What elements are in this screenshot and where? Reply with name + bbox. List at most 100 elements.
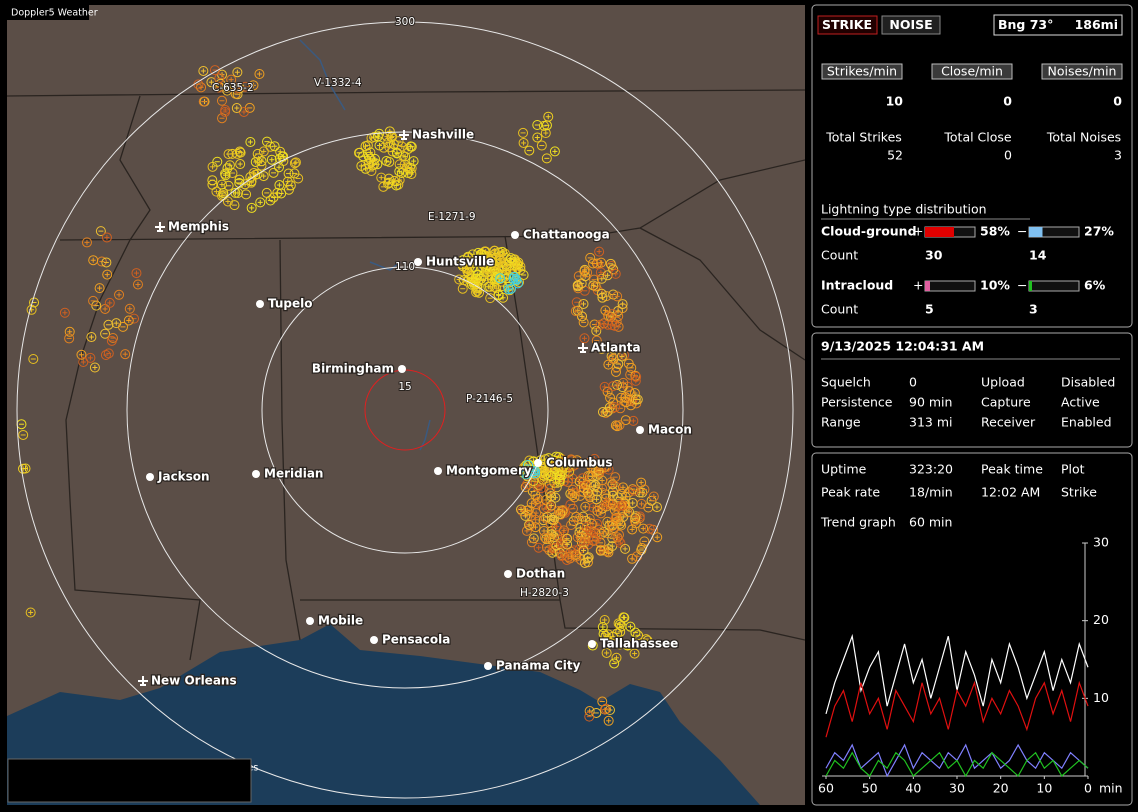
- ring-label: 300: [395, 16, 415, 28]
- strike-ring: [554, 547, 565, 558]
- strike-symbol: [131, 268, 142, 279]
- strike-ring: [393, 136, 404, 147]
- strike-symbol: [465, 257, 476, 268]
- strike-ring: [547, 514, 558, 525]
- mode-button[interactable]: [817, 15, 878, 35]
- strike-symbol: [524, 145, 535, 156]
- strike-symbol: [457, 283, 468, 294]
- strike-ring: [114, 289, 125, 300]
- city-dot: [414, 258, 422, 266]
- strike-ring: [384, 156, 395, 167]
- strike-symbol: [246, 202, 257, 213]
- strike-ring: [585, 252, 596, 263]
- bearing: Bng 73°: [998, 17, 1053, 32]
- strike-ring: [78, 356, 89, 367]
- y-tick-label: 10: [1093, 690, 1109, 705]
- strike-ring: [471, 287, 482, 298]
- airport-icon: [155, 222, 165, 232]
- strike-ring: [367, 160, 378, 171]
- strike-ring: [612, 532, 623, 543]
- strike-symbol: [481, 267, 492, 278]
- stat-text: Peak rate: [821, 485, 880, 500]
- strike-ring: [266, 154, 277, 165]
- strike-ring: [515, 261, 526, 272]
- strike-symbol: [261, 187, 272, 198]
- strike-symbol: [503, 284, 514, 295]
- city-label: Mobile: [318, 614, 363, 628]
- strike-symbol: [596, 288, 607, 299]
- setting-text: 313 mi: [909, 415, 952, 430]
- strike-symbol: [231, 103, 242, 114]
- strike-symbol: [581, 480, 592, 491]
- strike-symbol: [543, 111, 554, 122]
- count-label: Count: [821, 248, 858, 263]
- strike-ring: [603, 715, 614, 726]
- strike-ring: [620, 543, 631, 554]
- strike-symbol: [562, 539, 573, 550]
- rate-header-box: [821, 63, 903, 80]
- strike-ring: [463, 268, 474, 279]
- strike-ring: [100, 328, 111, 339]
- strike-symbol: [88, 295, 99, 306]
- strike-symbol: [595, 537, 606, 548]
- strike-symbol: [81, 237, 92, 248]
- app-title: Doppler5 Weather: [11, 8, 98, 19]
- strike-ring: [241, 189, 252, 200]
- strike-ring: [572, 281, 583, 292]
- strike-symbol: [258, 171, 269, 182]
- strike-symbol: [624, 506, 635, 517]
- strike-symbol: [588, 535, 599, 546]
- strike-symbol: [629, 648, 640, 659]
- strike-symbol: [28, 354, 39, 365]
- strike-ring: [621, 397, 632, 408]
- strike-symbol: [613, 321, 624, 332]
- strike-ring: [462, 252, 473, 263]
- strike-ring: [265, 141, 276, 152]
- strike-symbol: [198, 65, 209, 76]
- strike-symbol: [606, 521, 617, 532]
- strike-ring: [18, 463, 29, 474]
- y-tick-label: 30: [1093, 535, 1109, 550]
- panel: [811, 332, 1133, 448]
- strike-ring: [606, 521, 617, 532]
- strike-ring: [566, 454, 577, 465]
- strike-symbol: [641, 634, 652, 645]
- strike-symbol: [484, 281, 495, 292]
- strike-ring: [100, 350, 111, 361]
- strike-ring: [457, 283, 468, 294]
- percent-label: 58%: [980, 224, 1010, 239]
- setting-text: Disabled: [1061, 375, 1115, 390]
- count-value: 14: [1029, 248, 1047, 263]
- strike-ring: [614, 420, 625, 431]
- strike-symbol: [623, 358, 634, 369]
- strike-symbol: [579, 333, 590, 344]
- strike-symbol: [384, 142, 395, 153]
- strike-symbol: [258, 146, 269, 157]
- strike-symbol: [261, 136, 272, 147]
- strike-ring: [101, 257, 112, 268]
- city-label: Tallahassee: [600, 637, 678, 651]
- strike-symbol: [592, 505, 603, 516]
- strike-ring: [518, 127, 529, 138]
- strike-symbol: [383, 173, 394, 184]
- strike-symbol: [226, 74, 237, 85]
- strike-ring: [574, 513, 585, 524]
- strike-ring: [613, 492, 624, 503]
- strike-symbol: [633, 630, 644, 641]
- strike-ring: [289, 158, 300, 169]
- strike-symbol: [120, 349, 131, 360]
- strike-ring: [88, 295, 99, 306]
- city-label: New Orleans: [151, 674, 237, 688]
- strike-symbol: [589, 534, 600, 545]
- strike-symbol: [520, 510, 531, 521]
- strike-symbol: [578, 545, 589, 556]
- strike-symbol: [518, 270, 529, 281]
- stat-text: Plot: [1061, 462, 1085, 477]
- mode-button[interactable]: [881, 15, 941, 35]
- map[interactable]: 300 110 15 Nashville Memphis Chattanooga Hunts…: [7, 5, 805, 805]
- strike-symbol: [218, 188, 229, 199]
- strike-ring: [131, 268, 142, 279]
- strike-ring: [579, 266, 590, 277]
- strike-ring: [606, 351, 617, 362]
- setting-text: Persistence: [821, 395, 893, 410]
